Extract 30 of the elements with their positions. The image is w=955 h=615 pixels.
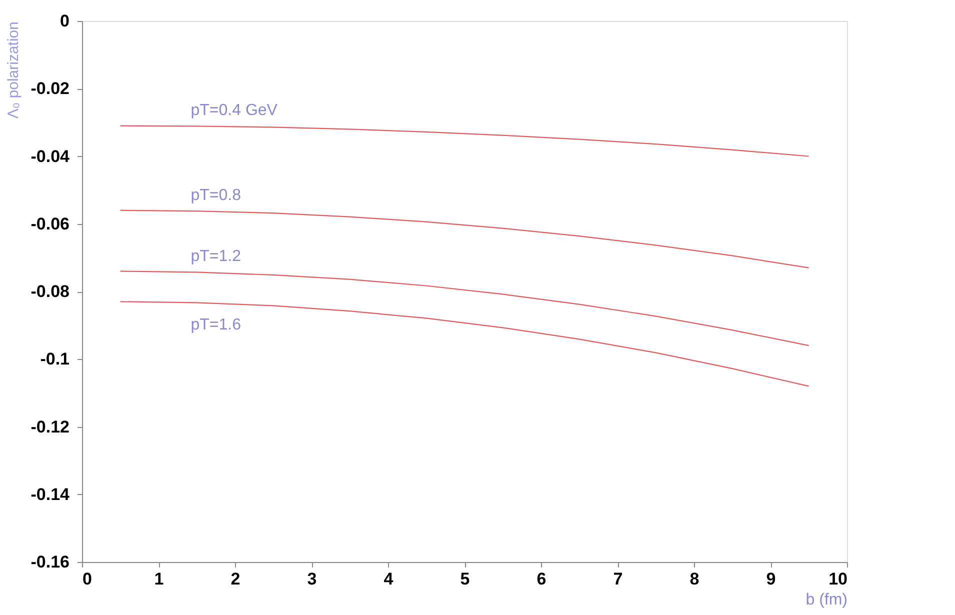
y-tick-label: -0.16 [30, 552, 70, 572]
y-tick-label: -0.14 [30, 484, 70, 504]
x-tick-label: 5 [460, 570, 470, 588]
x-axis-title: b (fm) [806, 592, 848, 608]
y-tick-label: -0.12 [30, 417, 70, 436]
y-tick-label: -0.02 [30, 79, 70, 98]
y-tick-label: -0.1 [40, 350, 70, 369]
y-axis-title: Λ₀ polarization [4, 22, 22, 119]
x-tick-label: 8 [690, 570, 700, 588]
line-series [120, 301, 810, 387]
y-tick-label: -0.06 [30, 214, 70, 234]
y-tick-label: -0.08 [30, 282, 70, 301]
series-label: pT=1.2 [190, 248, 242, 266]
y-tick-label: -0.04 [30, 146, 70, 166]
y-tick-label: 0 [60, 12, 70, 30]
x-tick-label: 4 [384, 570, 394, 588]
x-tick-label: 0 [82, 570, 92, 588]
x-tick-label: 6 [536, 570, 546, 588]
series-label: pT=0.8 [190, 187, 242, 204]
line-series [120, 125, 810, 157]
series-label: pT=0.4 GeV [190, 102, 278, 120]
x-tick-label: 2 [230, 570, 240, 588]
series-label: pT=1.6 [190, 316, 242, 334]
x-tick-label: 1 [154, 570, 164, 588]
x-tick-label: 3 [307, 570, 317, 588]
x-tick-label: 9 [766, 570, 776, 588]
line-series [120, 270, 810, 346]
x-tick-label: 10 [828, 570, 848, 588]
line-series [120, 210, 810, 268]
x-tick-label: 7 [613, 570, 623, 588]
